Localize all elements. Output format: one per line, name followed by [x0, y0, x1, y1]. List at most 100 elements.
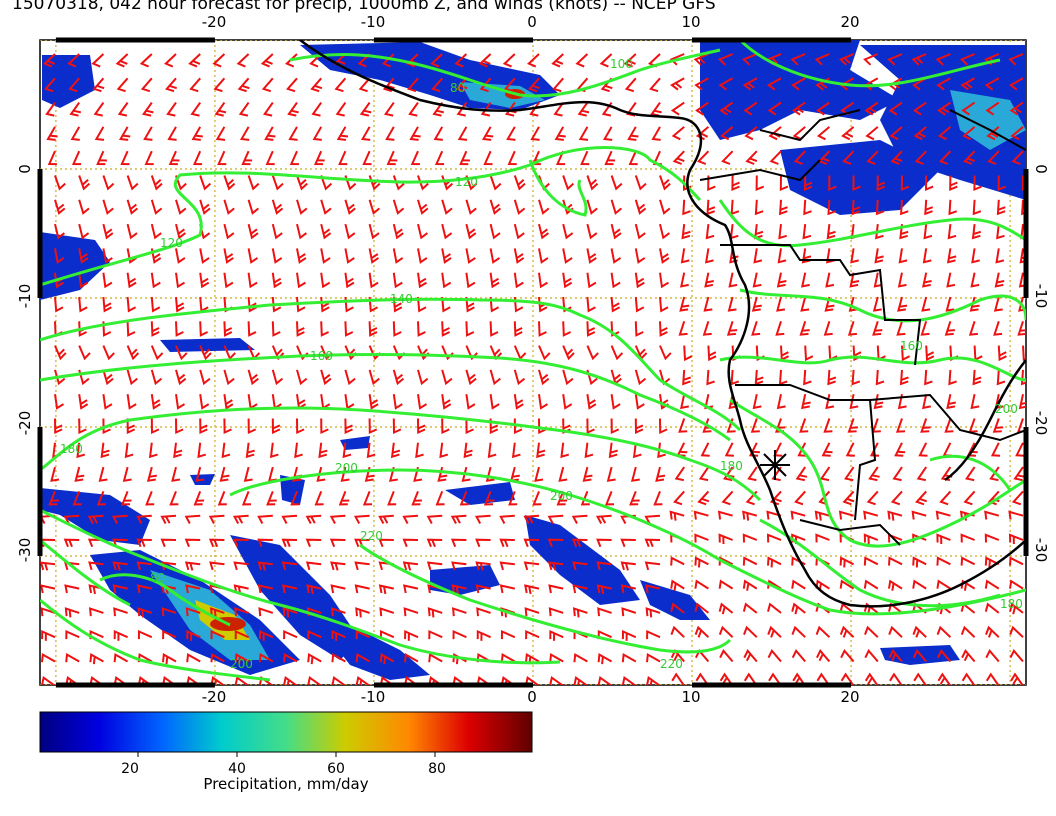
wind-barb	[499, 561, 515, 571]
wind-barb	[48, 491, 59, 506]
wind-barb	[562, 394, 573, 410]
height-contours	[40, 40, 1026, 682]
colorbar-label: Precipitation, mm/day	[203, 775, 368, 793]
wind-barb	[528, 77, 541, 93]
wind-barb	[167, 126, 177, 141]
wind-barb	[355, 607, 370, 618]
precip-patch	[280, 475, 305, 505]
contour-label: 100	[610, 57, 633, 71]
wind-barb	[402, 538, 419, 548]
wind-barb	[888, 648, 903, 663]
wind-barb	[137, 629, 153, 640]
wind-barb	[368, 199, 381, 215]
wind-barb	[144, 150, 154, 166]
wind-barb	[489, 369, 501, 386]
wind-barb	[610, 296, 621, 313]
wind-barb	[936, 556, 951, 566]
wind-barb	[610, 223, 622, 240]
wind-barb	[318, 442, 328, 459]
wind-barb	[534, 466, 544, 482]
contour-200	[229, 468, 1026, 616]
wind-barb	[793, 150, 806, 165]
wind-barb	[368, 272, 379, 289]
wind-barb	[195, 466, 205, 482]
frame-ticks	[37, 37, 1029, 688]
wind-barb	[524, 584, 540, 595]
wind-barb	[659, 321, 668, 337]
wind-barb	[354, 561, 370, 571]
wind-barb	[417, 272, 428, 289]
wind-barb	[320, 369, 332, 386]
wind-barb	[210, 629, 225, 640]
wind-barb	[199, 394, 210, 410]
wind-barb	[864, 672, 879, 685]
wind-barb	[344, 223, 356, 240]
wind-barb	[529, 102, 540, 117]
wind-barb	[489, 223, 501, 240]
wind-barb	[185, 607, 201, 617]
wind-barb	[745, 150, 758, 165]
wind-barb	[634, 223, 646, 240]
wind-barb	[78, 345, 91, 361]
wind-barb	[742, 510, 758, 521]
colorbar-tick-label: 20	[121, 761, 139, 777]
contour-label: 120	[160, 236, 183, 250]
wind-barb	[869, 442, 880, 457]
wind-barb	[696, 150, 710, 165]
wind-barb	[433, 126, 444, 141]
wind-barb	[465, 345, 478, 361]
wind-barb	[960, 533, 975, 543]
wind-barb	[417, 223, 429, 240]
wind-barb	[208, 514, 225, 524]
wind-barb	[864, 648, 879, 663]
wind-barb	[532, 491, 542, 506]
wind-barb	[538, 223, 550, 240]
wind-barb	[959, 53, 975, 66]
wind-barb	[536, 442, 546, 459]
wind-barb	[961, 648, 976, 663]
wind-barb	[523, 538, 540, 548]
wind-barb	[223, 272, 234, 289]
wind-barb	[431, 77, 443, 93]
wind-barb	[776, 393, 786, 410]
wind-barb	[993, 296, 1003, 312]
precip-patch	[160, 338, 255, 352]
wind-barb	[148, 442, 158, 459]
wind-barb	[875, 223, 884, 240]
wind-barb	[113, 629, 129, 641]
colorbar-tick-label: 60	[327, 761, 345, 777]
wind-barb	[799, 320, 810, 336]
wind-barb	[213, 77, 226, 93]
wind-barb	[752, 393, 762, 410]
wind-barb	[54, 223, 66, 240]
contour-200-b	[40, 508, 561, 665]
wind-barb	[767, 625, 782, 638]
wind-barb	[190, 102, 202, 117]
wind-barb	[549, 676, 564, 685]
wind-barb	[502, 53, 516, 68]
wind-barb	[669, 53, 685, 66]
wind-barb	[548, 607, 564, 617]
wind-barb	[78, 394, 89, 410]
wind-barb	[620, 584, 637, 594]
wind-barb	[480, 102, 492, 117]
wind-barb	[851, 369, 861, 386]
wind-barb	[802, 223, 812, 240]
wind-barb	[392, 223, 404, 240]
wind-barb	[645, 607, 661, 618]
wind-barb	[984, 556, 1000, 568]
wind-barb	[996, 199, 1006, 216]
wind-barb	[794, 490, 806, 506]
wind-barb	[209, 561, 225, 571]
wind-barb	[670, 556, 685, 566]
wind-barb	[186, 652, 201, 663]
wind-barb	[797, 442, 807, 457]
wind-barb	[573, 652, 588, 663]
wind-barb	[296, 321, 305, 337]
contour-land-5	[759, 518, 1001, 608]
wind-barb	[136, 514, 152, 524]
wind-barb	[626, 102, 637, 117]
wind-barb	[392, 175, 405, 191]
wind-barb	[538, 394, 549, 410]
wind-barb	[595, 514, 612, 524]
